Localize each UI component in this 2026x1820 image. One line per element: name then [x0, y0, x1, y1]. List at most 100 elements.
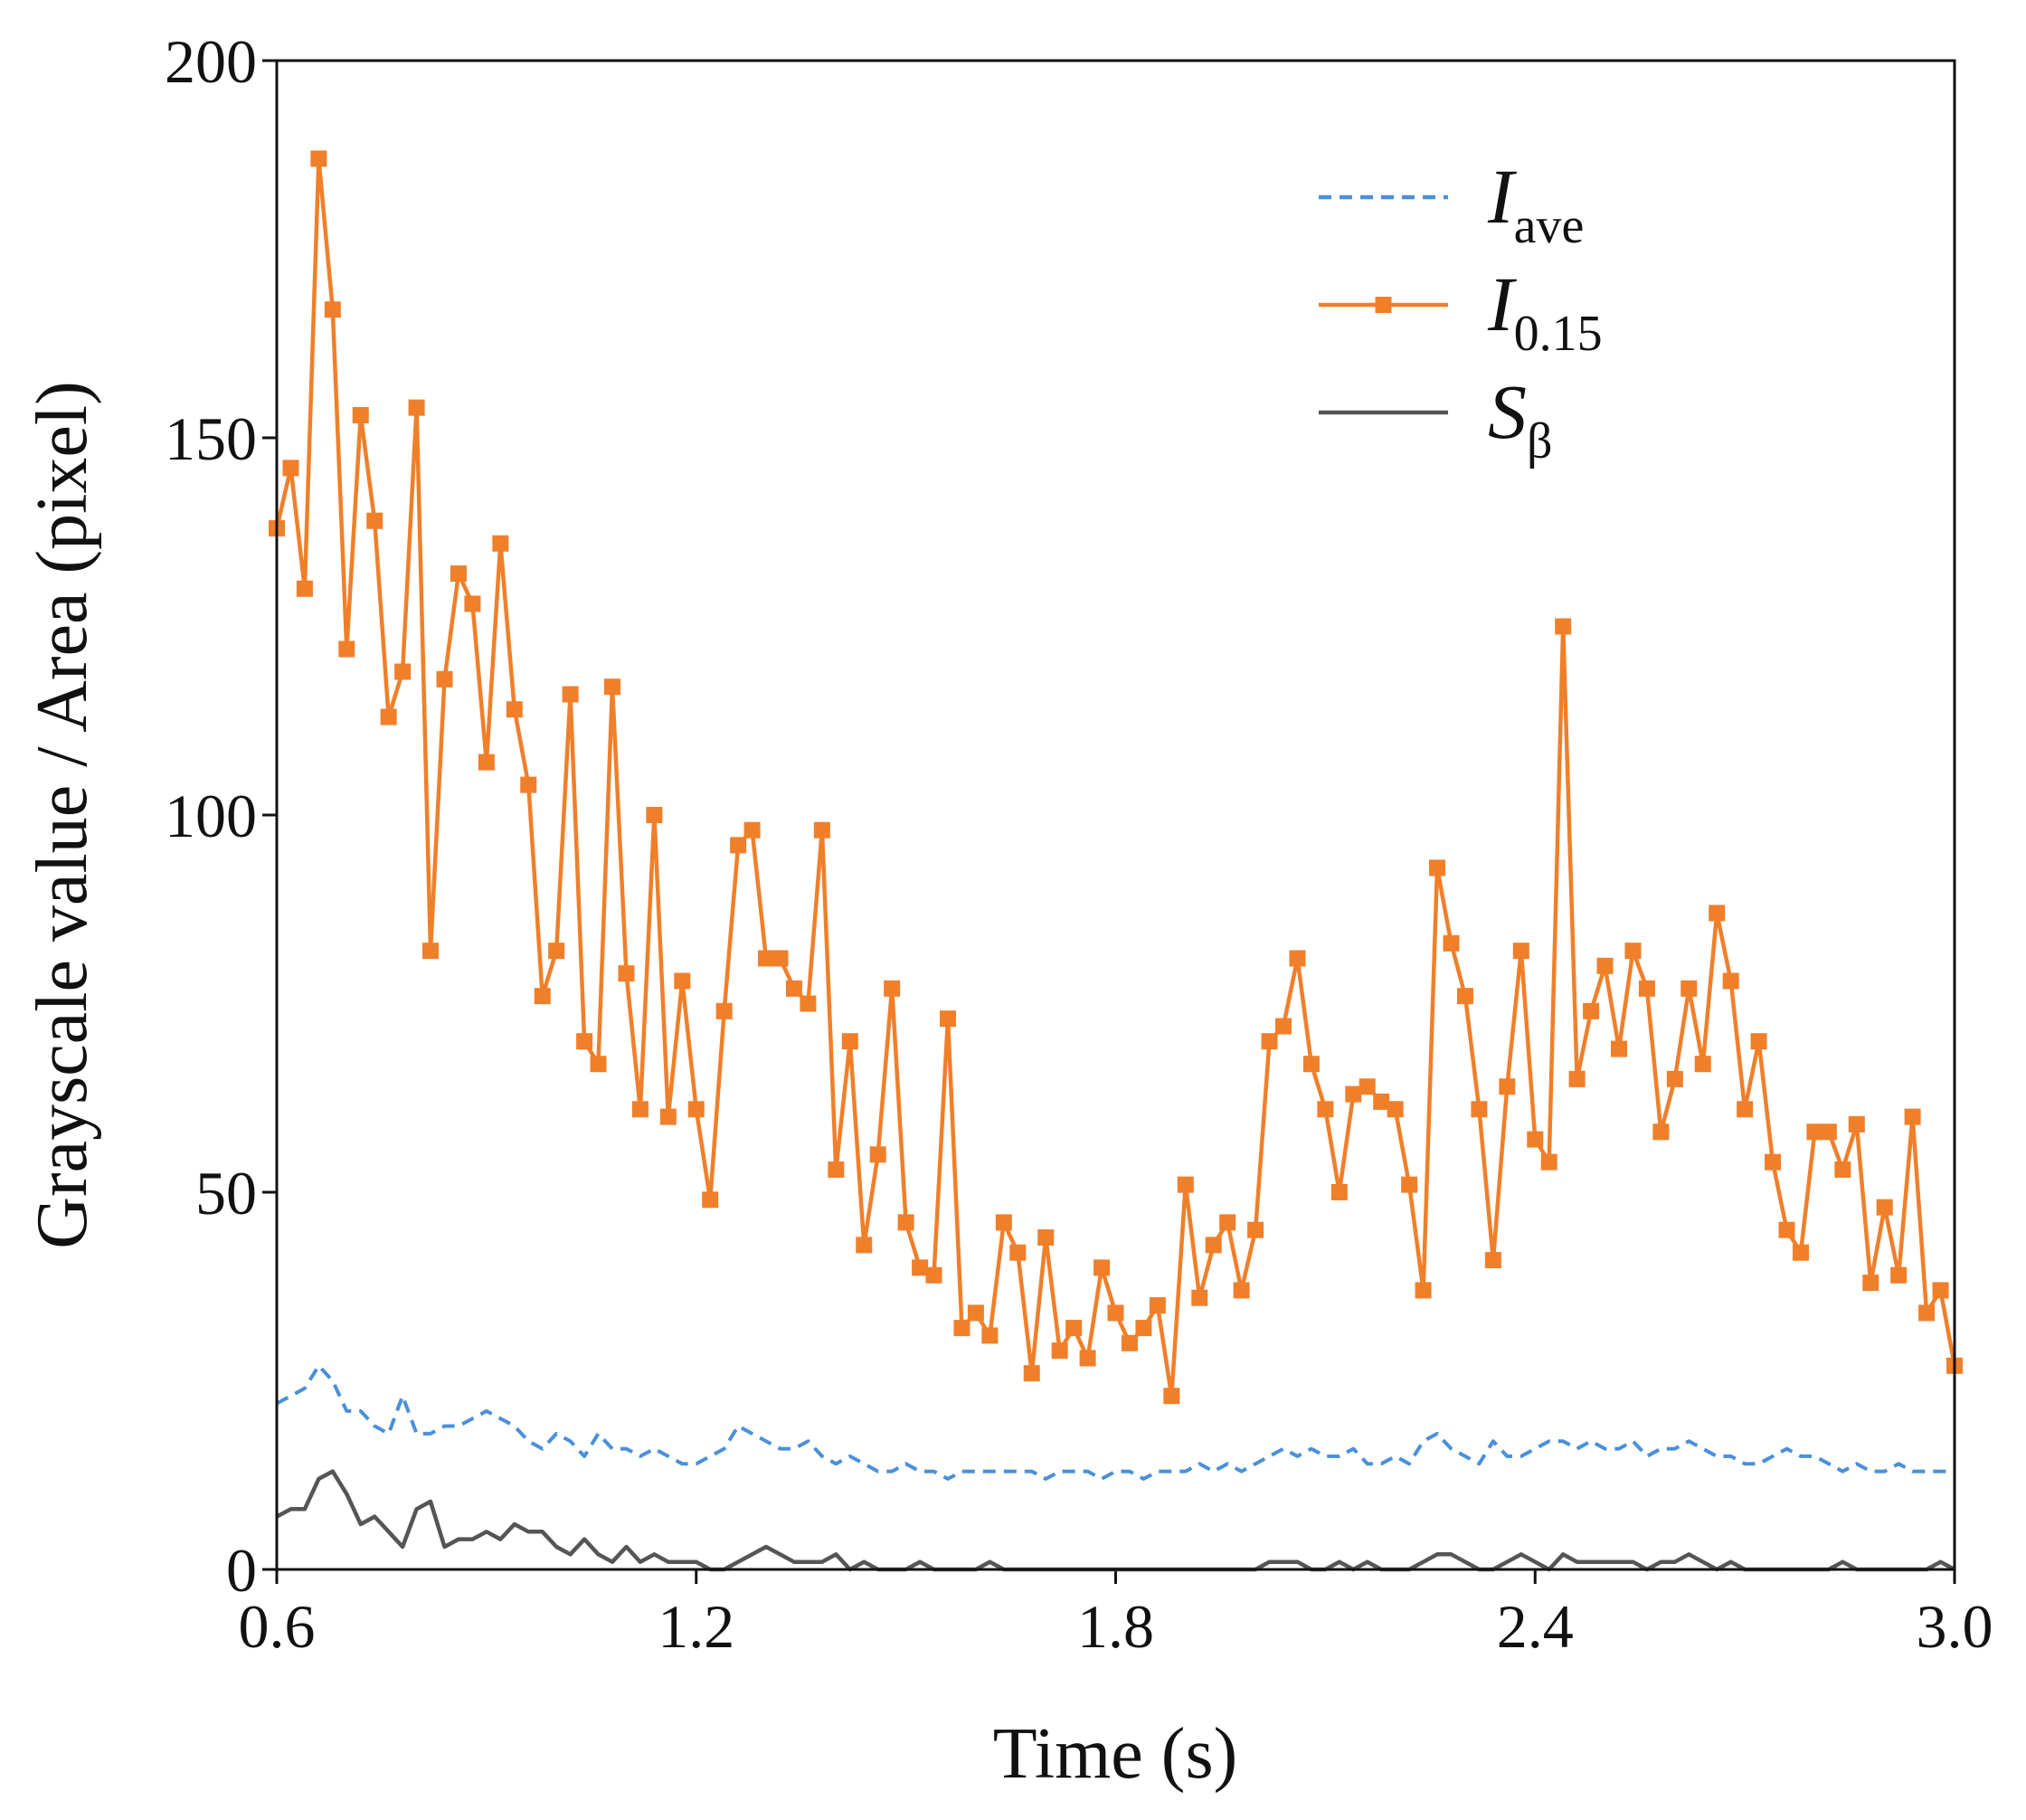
marker: [1652, 1123, 1670, 1141]
marker: [981, 1327, 999, 1344]
legend-subscript: β: [1527, 413, 1553, 469]
legend-label: Iave: [1487, 153, 1584, 254]
legend-label: I0.15: [1487, 261, 1603, 362]
marker: [1737, 1101, 1754, 1118]
marker: [1121, 1334, 1138, 1351]
marker: [1037, 1229, 1055, 1247]
legend-subscript: 0.15: [1514, 306, 1603, 362]
marker: [1275, 1018, 1292, 1035]
marker: [1792, 1244, 1809, 1261]
marker: [450, 565, 467, 583]
marker: [352, 406, 369, 423]
marker: [324, 301, 341, 318]
marker: [1890, 1266, 1908, 1284]
marker: [1261, 1033, 1278, 1050]
marker: [674, 972, 691, 990]
marker: [1778, 1221, 1795, 1238]
marker: [1583, 1002, 1600, 1019]
marker: [785, 980, 802, 997]
marker: [743, 821, 761, 839]
marker: [1191, 1289, 1208, 1306]
marker: [1694, 1056, 1711, 1073]
marker: [1638, 980, 1655, 997]
marker: [1429, 859, 1446, 877]
legend-label: Sβ: [1488, 368, 1553, 469]
marker: [912, 1259, 929, 1276]
marker: [800, 995, 817, 1012]
marker: [869, 1146, 886, 1163]
marker: [1289, 950, 1306, 967]
marker: [464, 595, 481, 612]
marker: [1387, 1101, 1404, 1118]
marker: [394, 663, 412, 680]
marker: [1624, 943, 1642, 960]
marker: [730, 837, 747, 854]
marker: [1709, 905, 1726, 922]
marker: [520, 776, 537, 793]
x-tick-label: 0.6: [239, 1592, 316, 1661]
marker: [1415, 1282, 1432, 1299]
marker: [1484, 1252, 1501, 1269]
marker: [953, 1320, 970, 1337]
marker: [576, 1033, 593, 1050]
marker: [1456, 988, 1473, 1005]
legend-name: I: [1487, 261, 1517, 347]
x-axis-label: Time (s): [993, 1714, 1237, 1794]
legend-name: I: [1487, 153, 1517, 240]
marker: [758, 950, 775, 967]
marker: [841, 1033, 858, 1050]
marker: [1345, 1085, 1362, 1103]
marker: [1765, 1153, 1782, 1171]
marker: [715, 1002, 733, 1019]
marker: [590, 1056, 607, 1073]
marker: [1401, 1176, 1418, 1193]
marker: [1233, 1282, 1250, 1299]
marker: [1555, 618, 1572, 635]
marker: [478, 754, 495, 771]
marker: [995, 1214, 1012, 1231]
marker: [1862, 1275, 1879, 1292]
marker: [310, 150, 327, 167]
marker: [1611, 1040, 1627, 1057]
series-line: [275, 1469, 1956, 1572]
marker: [1009, 1244, 1027, 1261]
marker: [1330, 1184, 1348, 1200]
marker: [1680, 980, 1698, 997]
marker: [1918, 1304, 1936, 1322]
y-tick-label: 100: [165, 782, 257, 850]
marker: [436, 670, 453, 687]
marker: [813, 821, 830, 839]
y-axis-label: Grayscale value / Area (pixel): [23, 381, 102, 1249]
marker: [1750, 1033, 1767, 1050]
marker: [828, 1161, 845, 1178]
marker: [1205, 1237, 1222, 1254]
marker: [967, 1304, 984, 1322]
marker: [940, 1010, 956, 1028]
marker: [646, 807, 663, 823]
x-tick-label: 1.8: [1077, 1592, 1154, 1661]
marker: [1666, 1070, 1683, 1087]
marker: [702, 1191, 719, 1209]
marker: [618, 965, 635, 982]
x-tick-label: 3.0: [1917, 1592, 1993, 1661]
marker: [1722, 972, 1739, 990]
marker: [687, 1101, 705, 1118]
plot-frame: [275, 59, 1956, 1571]
legend-subscript: ave: [1514, 198, 1585, 254]
marker: [1596, 957, 1614, 974]
marker: [604, 678, 620, 696]
marker: [296, 580, 313, 597]
marker: [1219, 1214, 1236, 1231]
marker: [548, 943, 565, 960]
marker: [1065, 1320, 1083, 1337]
marker: [1023, 1365, 1040, 1382]
marker: [772, 950, 789, 967]
legend-marker: [1375, 297, 1392, 313]
series-line: [276, 1363, 1955, 1481]
marker: [1932, 1282, 1949, 1299]
x-tick-label: 1.2: [658, 1592, 734, 1661]
marker: [897, 1214, 914, 1231]
marker: [1568, 1070, 1586, 1087]
marker: [659, 1108, 677, 1125]
